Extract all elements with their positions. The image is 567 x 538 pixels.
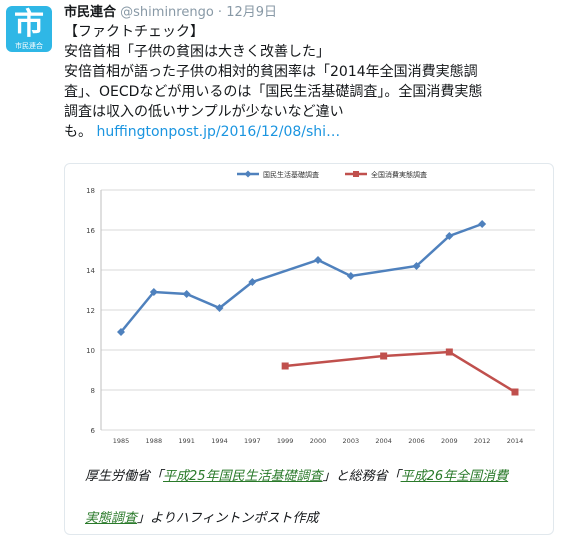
x-tick-label: 1988 xyxy=(146,437,163,445)
x-tick-label: 1991 xyxy=(178,437,195,445)
x-tick-label: 1997 xyxy=(244,437,261,445)
image-caption-line-1: 厚生労働省「平成25年国民生活基礎調査」と総務省「平成26年全国消費 xyxy=(85,468,508,486)
series-1-point xyxy=(215,304,224,312)
series-line-2 xyxy=(285,350,516,394)
y-tick-label: 16 xyxy=(86,227,95,235)
separator: · xyxy=(213,5,227,20)
y-tick-label: 14 xyxy=(86,267,95,275)
avatar-logo-glyph: 市 xyxy=(14,7,44,42)
y-tick-label: 6 xyxy=(91,427,96,435)
y-tick-label: 18 xyxy=(86,187,95,195)
x-tick-label: 2004 xyxy=(375,437,392,445)
series-2-point xyxy=(281,362,289,370)
tweet-line: 調査は収入の低いサンプルが少ないなど違い xyxy=(64,104,344,120)
x-tick-label: 1994 xyxy=(211,437,228,445)
x-tick-label: 2012 xyxy=(474,437,491,445)
series-1-point xyxy=(117,328,125,336)
series-1-point xyxy=(314,256,322,264)
article-link[interactable]: huffingtonpost.jp/2016/12/08/shi… xyxy=(96,124,341,140)
series-2-point xyxy=(445,348,453,356)
avatar-logo-subtext: 市民連合 xyxy=(15,42,43,50)
attached-image-card[interactable]: 6 8 10 12 14 16 18 1985 1988 1991 1994 1997 1999 200… xyxy=(64,163,554,535)
tweet-line: 査」、OECDなどが用いるのは「国民生活基礎調査」。全国消費実態 xyxy=(64,84,483,100)
x-tick-label: 2006 xyxy=(408,437,425,445)
caption-link-survey-1: 平成25年国民生活基礎調査 xyxy=(163,469,323,484)
x-tick-label: 2009 xyxy=(441,437,458,445)
tweet-header: 市民連合 @shiminrengo · 12月9日 xyxy=(64,5,277,21)
chart-legend: 国民生活基礎調査 全国消費実態調査 xyxy=(237,170,427,179)
caption-text: 厚生労働省「 xyxy=(85,469,164,484)
tweet-date[interactable]: 12月9日 xyxy=(226,5,278,20)
x-tick-label: 2000 xyxy=(310,437,327,445)
legend-marker-2 xyxy=(353,171,359,177)
x-tick-labels: 1985 1988 1991 1994 1997 1999 2000 2003 2004 2006… xyxy=(113,437,524,445)
chart-series xyxy=(117,220,519,396)
y-tick-labels: 6 8 10 12 14 16 18 xyxy=(86,187,95,435)
series-1-point xyxy=(248,278,257,286)
tweet-line: 安倍首相「子供の貧困は大きく改善した」 xyxy=(64,44,330,60)
tweet-line-prefix: も。 xyxy=(64,124,92,140)
legend-label-2: 全国消費実態調査 xyxy=(371,170,427,179)
series-1-point xyxy=(412,262,421,270)
y-tick-label: 12 xyxy=(86,307,95,315)
caption-link-survey-2: 平成26年全国消費 xyxy=(400,469,509,484)
chart-grid xyxy=(100,189,535,431)
tweet-line: 【ファクトチェック】 xyxy=(64,24,204,40)
image-caption-line-2: 実態調査」よりハフィントンポスト作成 xyxy=(85,510,319,528)
tweet-last-line: も。 huffingtonpost.jp/2016/12/08/shi… xyxy=(64,122,554,142)
series-1-point xyxy=(478,220,487,228)
legend-marker-1 xyxy=(244,170,252,178)
caption-link-survey-2-cont: 実態調査 xyxy=(85,511,138,526)
legend-label-1: 国民生活基礎調査 xyxy=(263,170,319,179)
series-1-point xyxy=(182,290,191,298)
series-2-point xyxy=(380,352,388,360)
caption-text: 」と総務省「 xyxy=(322,469,401,484)
x-tick-label: 1999 xyxy=(277,437,294,445)
display-name[interactable]: 市民連合 xyxy=(64,5,117,20)
series-line-1 xyxy=(120,222,483,333)
y-tick-label: 10 xyxy=(86,347,95,355)
x-tick-label: 2014 xyxy=(507,437,524,445)
x-tick-label: 1985 xyxy=(113,437,130,445)
poverty-rate-line-chart: 6 8 10 12 14 16 18 1985 1988 1991 1994 1997 1999 200… xyxy=(86,170,535,445)
x-tick-label: 2003 xyxy=(343,437,360,445)
y-tick-label: 8 xyxy=(91,387,95,395)
handle[interactable]: @shiminrengo xyxy=(120,5,214,20)
avatar[interactable]: 市 市民連合 xyxy=(6,6,52,52)
series-1-point xyxy=(445,232,454,240)
tweet-line: 安倍首相が語った子供の相対的貧困率は「2014年全国消費実態調 xyxy=(64,64,478,80)
series-1-point xyxy=(346,272,355,280)
tweet-text: 【ファクトチェック】 安倍首相「子供の貧困は大きく改善した」 安倍首相が語った子… xyxy=(64,22,554,142)
series-2-point xyxy=(511,388,519,396)
series-1-point xyxy=(149,288,158,296)
caption-text: 」よりハフィントンポスト作成 xyxy=(137,511,319,526)
